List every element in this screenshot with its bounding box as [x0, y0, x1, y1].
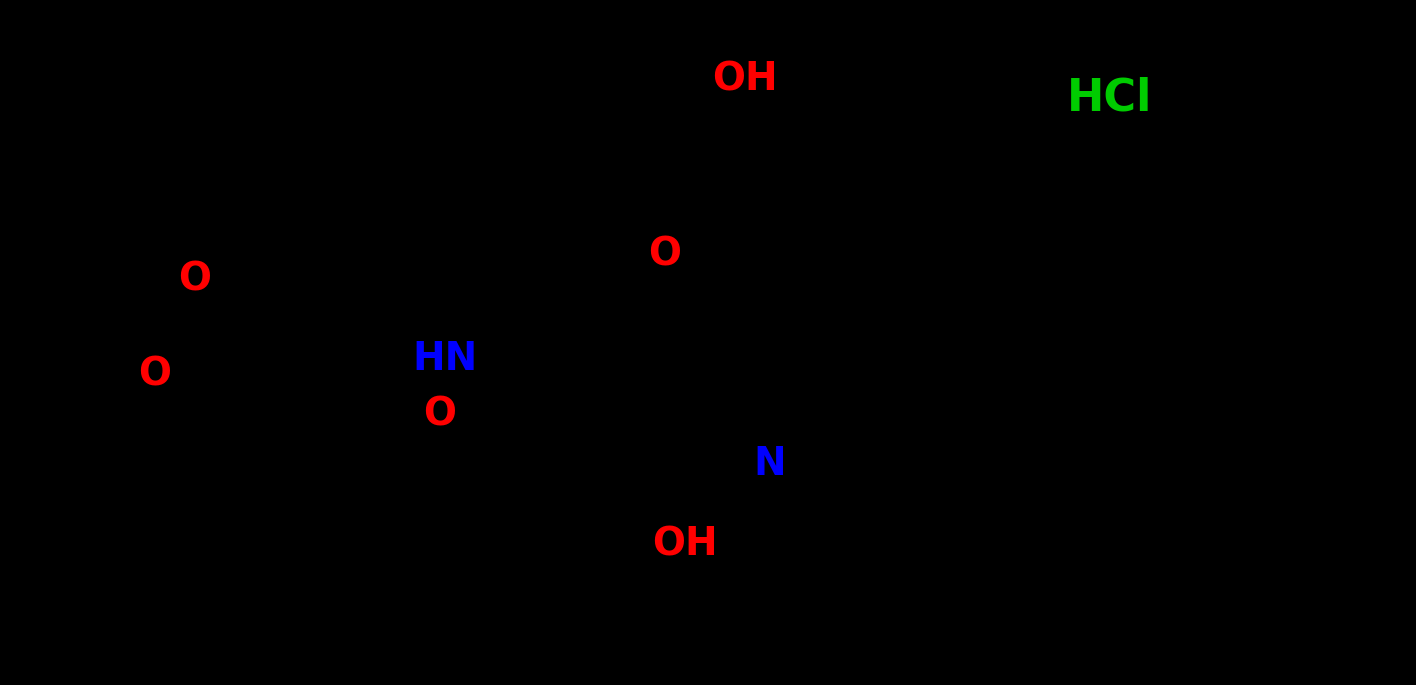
Text: OH: OH	[712, 60, 777, 98]
Text: HCl: HCl	[1068, 76, 1153, 119]
Text: O: O	[649, 235, 681, 273]
Text: O: O	[139, 355, 171, 393]
Text: O: O	[423, 395, 456, 433]
Text: O: O	[178, 260, 211, 298]
Text: OH: OH	[653, 525, 718, 563]
Text: N: N	[753, 445, 786, 483]
Text: HN: HN	[412, 340, 477, 378]
